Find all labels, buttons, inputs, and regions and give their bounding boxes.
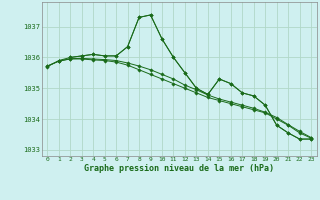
X-axis label: Graphe pression niveau de la mer (hPa): Graphe pression niveau de la mer (hPa)	[84, 164, 274, 173]
